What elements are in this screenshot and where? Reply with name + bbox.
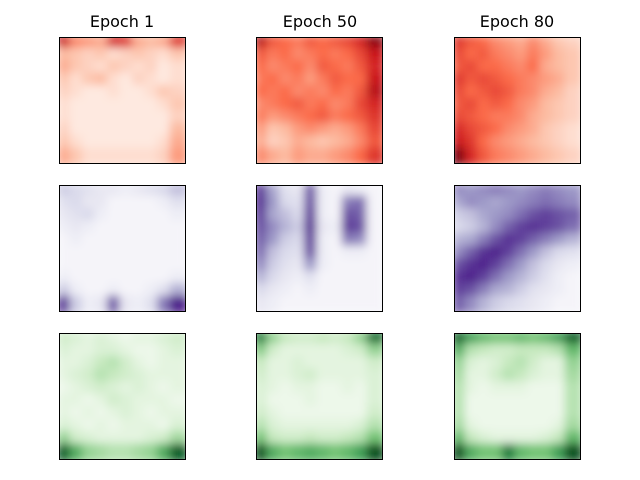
heatmap-svg (60, 38, 185, 163)
heatmap-panel-greens-epoch-1 (59, 333, 186, 460)
heatmap-cell (169, 443, 185, 459)
heatmap-cell (169, 147, 185, 163)
heatmap-panel-reds-epoch-1 (59, 37, 186, 164)
heatmap-panel-greens-epoch-50 (256, 333, 383, 460)
heatmap-svg (455, 38, 580, 163)
heatmap-cell (564, 443, 580, 459)
heatmap-panel-purples-epoch-1 (59, 185, 186, 312)
heatmap-panel-purples-epoch-80 (454, 185, 581, 312)
column-title-epoch-80: Epoch 80 (479, 12, 555, 31)
column-title-epoch-50: Epoch 50 (282, 12, 358, 31)
heatmap-cell (366, 147, 382, 163)
heatmap-cell (564, 147, 580, 163)
heatmap-svg (60, 334, 185, 459)
heatmap-panel-greens-epoch-80 (454, 333, 581, 460)
heatmap-cell (564, 295, 580, 311)
heatmap-cell (366, 443, 382, 459)
heatmap-cell (366, 295, 382, 311)
heatmap-cell (169, 295, 185, 311)
heatmap-svg (257, 38, 382, 163)
heatmap-panel-reds-epoch-50 (256, 37, 383, 164)
heatmap-panel-purples-epoch-50 (256, 185, 383, 312)
heatmap-svg (257, 186, 382, 311)
heatmap-svg (257, 334, 382, 459)
column-title-epoch-1: Epoch 1 (89, 12, 155, 31)
heatmap-svg (60, 186, 185, 311)
heatmap-svg (455, 334, 580, 459)
heatmap-svg (455, 186, 580, 311)
heatmap-panel-reds-epoch-80 (454, 37, 581, 164)
